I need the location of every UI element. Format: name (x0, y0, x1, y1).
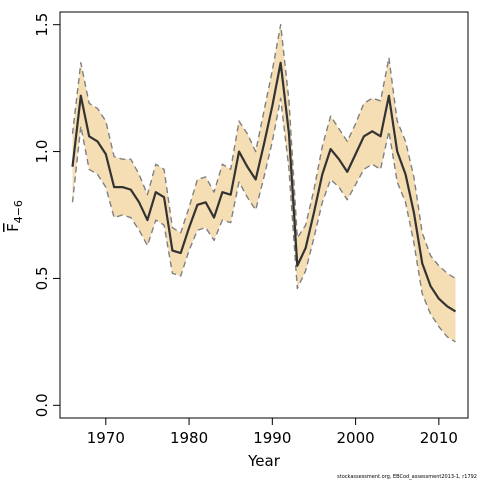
x-axis: 1970 1980 1990 2000 2010 (87, 418, 458, 447)
footnote: stockassessment.org, EBCod_assessment201… (337, 474, 477, 480)
y-tick-label-0.0: 0.0 (33, 393, 51, 417)
upper-bound-line (71, 23, 456, 280)
plot-marks (71, 23, 457, 343)
y-axis-label-subscript: 4−6 (12, 200, 25, 223)
y-axis-label: F4−6 (4, 200, 25, 232)
x-tick-label-1980: 1980 (170, 429, 208, 447)
x-tick-label-1990: 1990 (253, 429, 291, 447)
y-tick-label-1.5: 1.5 (33, 13, 51, 37)
plot-frame (59, 11, 469, 419)
y-axis: 0.0 0.5 1.0 1.5 (33, 13, 60, 417)
y-axis-label-main: F (4, 223, 22, 232)
lower-bound-line (71, 97, 456, 343)
x-tick-label-2010: 2010 (420, 429, 458, 447)
x-tick-label-2000: 2000 (336, 429, 374, 447)
x-tick-label-1970: 1970 (87, 429, 125, 447)
y-tick-label-0.5: 0.5 (33, 267, 51, 291)
x-axis-label: Year (247, 452, 281, 470)
estimate-line (71, 61, 457, 313)
y-tick-label-1.0: 1.0 (33, 140, 51, 164)
